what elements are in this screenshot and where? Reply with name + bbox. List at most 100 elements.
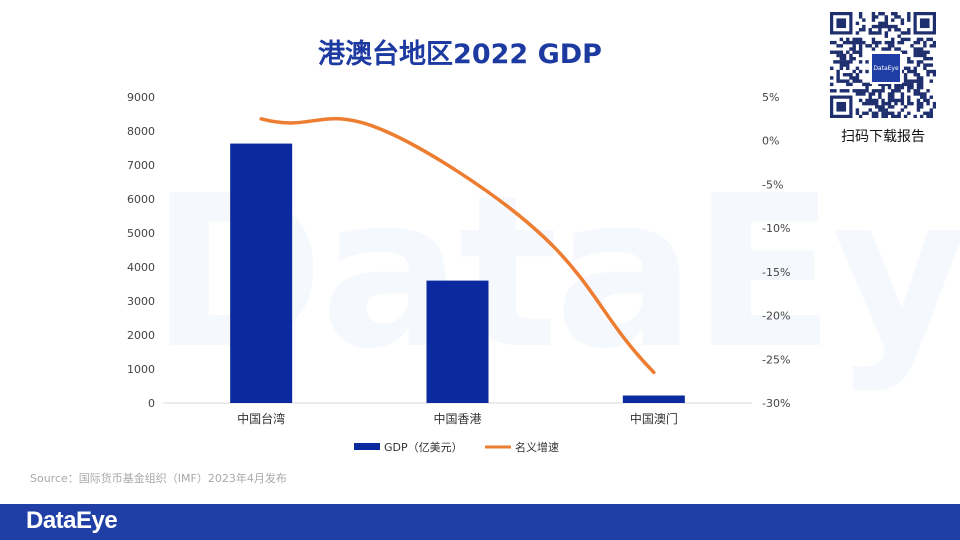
qr-module	[871, 111, 876, 115]
qr-module	[871, 98, 876, 103]
qr-module	[926, 111, 930, 115]
qr-module	[910, 82, 914, 87]
left-tick-label: 5000	[127, 227, 155, 240]
qr-module	[887, 105, 892, 109]
qr-module	[919, 53, 924, 58]
qr-module	[891, 44, 895, 48]
qr-module	[833, 50, 837, 54]
qr-module	[919, 105, 924, 109]
qr-module	[907, 89, 911, 93]
qr-module	[884, 31, 889, 35]
qr-module	[923, 111, 927, 115]
qr-module	[862, 111, 866, 115]
qr-module	[887, 101, 892, 106]
footer-logo: DataEye	[26, 507, 118, 534]
qr-module	[855, 37, 860, 42]
qr-module	[858, 60, 863, 64]
qr-module	[923, 95, 927, 99]
qr-module	[932, 44, 937, 48]
qr-module	[923, 63, 927, 67]
qr-module	[884, 47, 889, 51]
qr-module	[926, 89, 930, 93]
qr-module	[871, 114, 876, 119]
qr-module	[913, 50, 917, 54]
qr-module	[929, 95, 933, 99]
qr-module	[865, 89, 869, 93]
qr-module	[913, 92, 917, 96]
qr-module	[858, 50, 863, 54]
qr-module	[874, 44, 879, 48]
qr-module	[923, 40, 927, 45]
qr-module	[913, 66, 917, 71]
qr-module	[897, 114, 901, 119]
qr-module	[929, 63, 933, 67]
qr-module	[858, 114, 863, 119]
footer-bar: DataEye	[0, 504, 960, 540]
qr-module	[878, 95, 882, 99]
qr-module	[846, 73, 850, 77]
qr-module	[849, 53, 853, 58]
qr-module	[846, 66, 850, 71]
qr-module	[903, 114, 908, 119]
qr-module	[830, 89, 834, 93]
left-tick-label: 3000	[127, 295, 155, 308]
source-note: Source：国际货币基金组织（IMF）2023年4月发布	[30, 472, 287, 485]
qr-module	[862, 40, 866, 45]
qr-module	[852, 47, 856, 51]
qr-module	[852, 37, 856, 42]
bar	[426, 280, 489, 403]
qr-module	[855, 40, 860, 45]
qr-module	[913, 114, 917, 119]
qr-module	[923, 53, 927, 58]
qr-module	[846, 79, 850, 83]
qr-module	[842, 63, 847, 67]
qr-module	[865, 82, 869, 87]
qr-module	[842, 60, 847, 64]
qr-module	[881, 85, 885, 90]
qr-module	[929, 69, 933, 74]
qr-module	[836, 69, 840, 74]
left-tick-label: 7000	[127, 159, 155, 172]
qr-module	[855, 73, 860, 77]
qr-module	[907, 60, 911, 64]
qr-caption: 扫码下载报告	[841, 129, 925, 145]
qr-module	[881, 47, 885, 51]
qr-module	[919, 85, 924, 90]
qr-module	[881, 21, 885, 26]
qr-module	[894, 85, 898, 90]
qr-module	[913, 79, 917, 83]
qr-module	[839, 50, 844, 54]
qr-module	[874, 101, 879, 106]
qr-module	[855, 89, 860, 93]
qr-module	[839, 63, 844, 67]
qr-module	[891, 98, 895, 103]
qr-module	[839, 56, 844, 61]
qr-module	[842, 73, 847, 77]
qr-module	[858, 79, 863, 83]
qr-module	[884, 111, 889, 115]
qr-module	[833, 60, 837, 64]
left-tick-label: 2000	[127, 329, 155, 342]
left-axis: 0 1000 2000 3000 4000 5000 6000 7000 8000 9000	[127, 91, 155, 410]
qr-module	[916, 47, 921, 51]
qr-module	[907, 85, 911, 90]
qr-module	[900, 108, 905, 112]
qr-module	[900, 50, 905, 54]
qr-module	[881, 111, 885, 115]
qr-module	[884, 34, 889, 38]
left-tick-label: 0	[148, 397, 155, 410]
qr-module	[891, 95, 895, 99]
qr-code[interactable]: DataEye	[830, 12, 937, 119]
qr-module	[907, 37, 911, 42]
qr-module	[862, 101, 866, 106]
qr-module	[874, 40, 879, 45]
qr-module	[855, 111, 860, 115]
bar	[622, 395, 685, 403]
qr-module	[874, 114, 879, 119]
qr-module	[871, 24, 876, 29]
qr-module	[833, 40, 837, 45]
legend-swatch-bar	[354, 443, 380, 450]
qr-module	[903, 31, 908, 35]
qr-module	[916, 76, 921, 80]
qr-module	[907, 56, 911, 61]
